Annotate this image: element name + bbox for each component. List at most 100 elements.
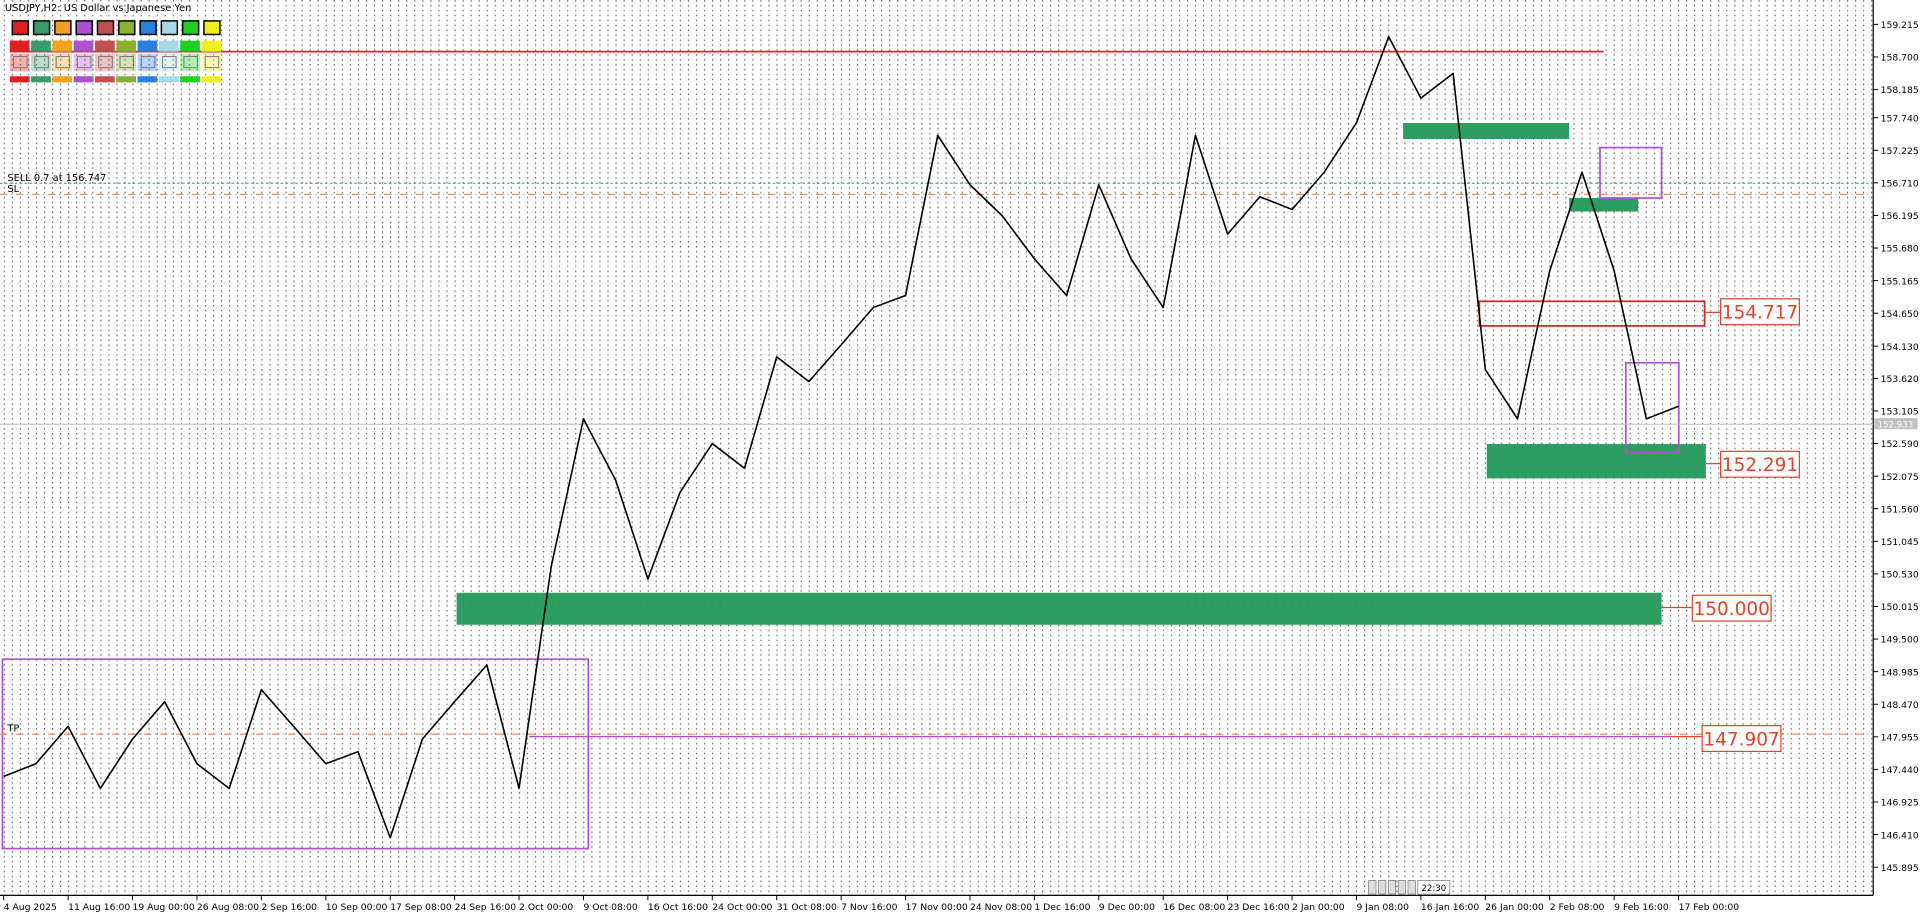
color-bar (31, 54, 51, 72)
color-swatch[interactable] (118, 20, 136, 36)
scroll-button[interactable] (1397, 880, 1406, 895)
x-tick-label: 1 Dec 16:00 (1034, 902, 1090, 913)
color-swatch[interactable] (160, 20, 179, 36)
color-bar (9, 76, 30, 83)
color-bar (201, 40, 222, 52)
color-bar (9, 54, 30, 72)
outline-swatch[interactable] (183, 56, 198, 69)
x-tick-label: 26 Jan 00:00 (1485, 902, 1544, 913)
scroll-button[interactable] (1407, 880, 1416, 895)
color-bar (73, 76, 94, 83)
y-tick-label: 148.985 (1881, 667, 1919, 678)
chart-title: USDJPY,H2: US Dollar vs Japanese Yen (5, 3, 191, 14)
color-bar (158, 54, 179, 72)
x-tick-label: 9 Dec 00:00 (1099, 902, 1155, 913)
y-tick-label: 145.895 (1881, 863, 1919, 874)
level-label: 154.717 (1722, 303, 1798, 324)
x-tick-label: 16 Jan 16:00 (1421, 902, 1480, 913)
color-bar (73, 54, 94, 72)
x-tick-label: 24 Nov 08:00 (970, 902, 1032, 913)
y-tick-label: 158.700 (1881, 53, 1919, 64)
y-tick-label: 146.410 (1881, 830, 1919, 841)
demand-zone (1486, 443, 1706, 479)
x-tick-label: 31 Oct 08:00 (777, 902, 837, 913)
outline-swatch[interactable] (13, 56, 28, 69)
outline-swatch[interactable] (34, 56, 49, 69)
demand-zone (1569, 198, 1639, 212)
demand-zone (1403, 122, 1570, 139)
scroll-widget[interactable]: 22:30 (1368, 880, 1451, 895)
x-tick-label: 4 Aug 2025 (4, 902, 57, 913)
x-tick-label: 16 Dec 08:00 (1163, 902, 1225, 913)
y-tick-label: 155.165 (1881, 276, 1919, 287)
color-swatch[interactable] (96, 20, 115, 36)
outline-swatch[interactable] (162, 56, 177, 69)
x-tick-label: 17 Nov 00:00 (906, 902, 968, 913)
range-box (1, 658, 590, 850)
color-bar (158, 40, 179, 52)
color-bar (137, 40, 158, 52)
scroll-button[interactable] (1368, 880, 1377, 895)
x-tick-label: 2 Jan 00:00 (1292, 902, 1345, 913)
level-box (1701, 724, 1782, 753)
color-swatch[interactable] (54, 20, 72, 36)
color-bar (137, 76, 158, 83)
level-label: 150.000 (1694, 599, 1770, 620)
color-bar (31, 76, 51, 83)
level-label: 152.291 (1722, 455, 1798, 476)
color-bar (95, 40, 115, 52)
color-swatch[interactable] (32, 20, 51, 36)
outline-swatch[interactable] (204, 56, 220, 69)
y-tick-label: 157.225 (1881, 146, 1919, 157)
outline-swatch[interactable] (76, 56, 92, 69)
level-box (1720, 298, 1800, 326)
color-swatch[interactable] (203, 20, 221, 36)
x-tick-label: 26 Aug 08:00 (197, 902, 259, 913)
outline-swatch[interactable] (119, 56, 135, 69)
range-box (1599, 146, 1663, 199)
color-bar (95, 54, 115, 72)
color-toolbar[interactable] (9, 20, 222, 83)
color-swatch[interactable] (75, 20, 93, 36)
color-bar (95, 76, 115, 83)
tp-label: TP (6, 724, 19, 735)
y-tick-label: 151.045 (1881, 537, 1919, 548)
y-tick-label: 155.680 (1881, 244, 1919, 255)
color-swatch[interactable] (11, 20, 30, 36)
outline-swatch[interactable] (140, 56, 156, 69)
y-tick-label: 150.530 (1881, 570, 1919, 581)
color-bar (9, 40, 30, 52)
y-tick-label: 148.470 (1881, 700, 1919, 711)
color-swatch[interactable] (139, 20, 157, 36)
y-tick-label: 153.105 (1881, 407, 1919, 418)
x-tick-label: 17 Sep 08:00 (390, 902, 452, 913)
level-box (1720, 450, 1800, 478)
price-line (3, 35, 1679, 839)
x-tick-label: 2 Sep 16:00 (261, 902, 317, 913)
x-tick-label: 9 Oct 08:00 (583, 902, 637, 913)
y-tick-label: 158.185 (1881, 85, 1919, 96)
last-price-box (1874, 418, 1918, 430)
color-bar (201, 76, 222, 83)
y-tick-label: 146.925 (1881, 798, 1919, 809)
x-tick-label: 9 Feb 16:00 (1614, 902, 1669, 913)
y-tick-label: 147.440 (1881, 765, 1919, 776)
x-tick-label: 2 Oct 00:00 (519, 902, 573, 913)
color-bar (31, 40, 51, 52)
color-bar (52, 54, 73, 72)
outline-swatch[interactable] (55, 56, 71, 69)
color-bar (201, 54, 222, 72)
y-tick-label: 159.215 (1881, 20, 1919, 31)
x-tick-label: 19 Aug 00:00 (133, 902, 195, 913)
scroll-button[interactable] (1387, 880, 1397, 895)
color-swatch[interactable] (181, 20, 200, 36)
scroll-button[interactable] (1378, 880, 1387, 895)
scroll-time-box[interactable] (1417, 880, 1451, 895)
x-tick-label: 17 Feb 00:00 (1679, 902, 1740, 913)
color-bar (116, 76, 136, 83)
outline-swatch[interactable] (98, 56, 113, 69)
color-bar (52, 76, 73, 83)
y-tick-label: 153.620 (1881, 374, 1919, 385)
